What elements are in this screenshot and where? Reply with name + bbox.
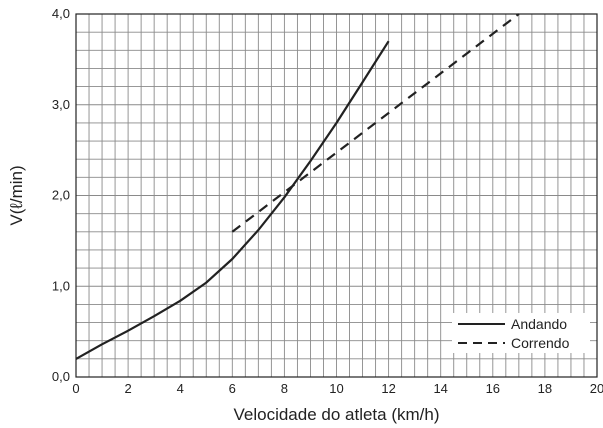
x-tick-label: 6 — [229, 381, 236, 396]
plot-frame — [75, 13, 598, 378]
x-tick-label: 14 — [433, 381, 447, 396]
x-tick-label: 16 — [486, 381, 500, 396]
series-line-andando — [75, 40, 390, 360]
legend-label-correndo: Correndo — [511, 335, 570, 351]
x-tick-label: 10 — [329, 381, 343, 396]
y-tick-label: 0,0 — [52, 369, 70, 384]
x-tick-label: 2 — [124, 381, 131, 396]
y-tick-label: 1,0 — [52, 278, 70, 293]
x-tick-label: 8 — [281, 381, 288, 396]
series-line-correndo — [231, 13, 520, 233]
x-tick-label: 18 — [538, 381, 552, 396]
y-axis-title: V(ℓ/min) — [7, 165, 26, 225]
x-tick-label: 4 — [177, 381, 184, 396]
y-axis-tick-labels: 0,0 1,0 2,0 3,0 4,0 — [52, 6, 70, 384]
x-tick-label: 12 — [381, 381, 395, 396]
series-layer — [75, 13, 520, 360]
y-tick-label: 4,0 — [52, 6, 70, 21]
x-tick-label: 20 — [590, 381, 603, 396]
x-tick-label: 0 — [72, 381, 79, 396]
legend-label-andando: Andando — [511, 316, 567, 332]
x-axis-title: Velocidade do atleta (km/h) — [233, 405, 439, 424]
y-tick-label: 2,0 — [52, 188, 70, 203]
legend: Andando Correndo — [452, 313, 590, 353]
legend-background — [452, 313, 590, 353]
y-tick-label: 3,0 — [52, 97, 70, 112]
x-axis-tick-labels: 0 2 4 6 8 10 12 14 16 18 20 — [72, 381, 603, 396]
